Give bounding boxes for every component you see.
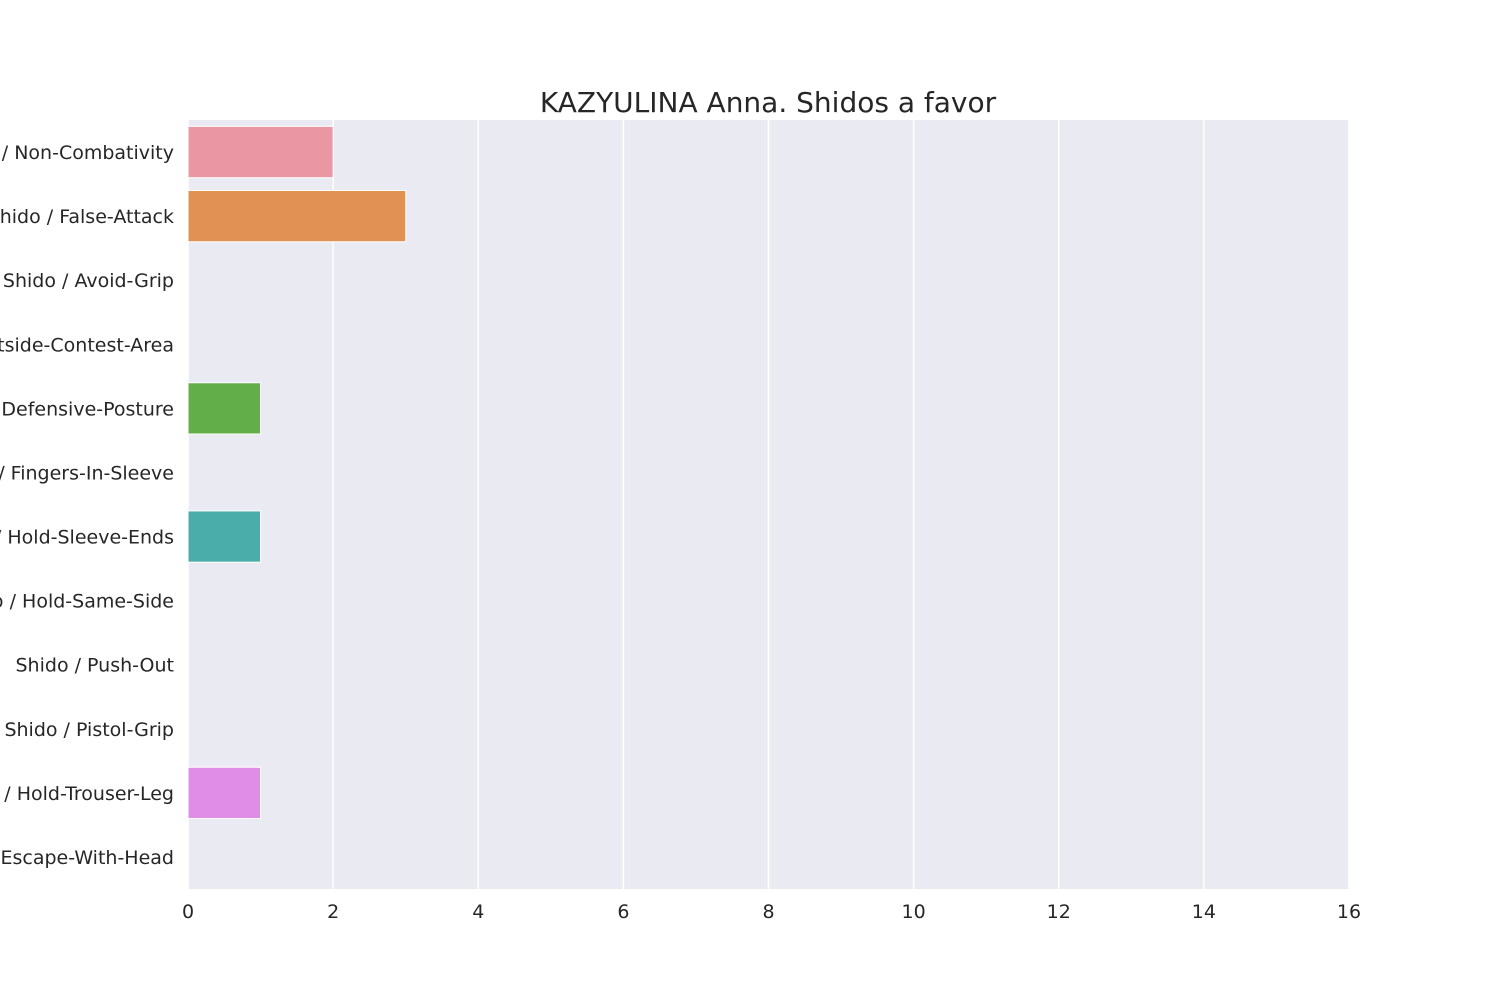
- y-tick-label: Shido / False-Attack: [0, 206, 174, 228]
- y-tick-label: Shido / Avoid-Grip: [3, 270, 174, 292]
- chart-title: KAZYULINA Anna. Shidos a favor: [540, 86, 997, 119]
- y-tick-labels: Shido / Non-Combativity Shido / False-Att…: [0, 142, 174, 869]
- bar: [187, 189, 407, 243]
- y-tick-label: Shido / Pistol-Grip: [4, 719, 174, 741]
- grid-lines: [187, 120, 1350, 889]
- bar: [187, 125, 334, 179]
- bar: [187, 766, 262, 820]
- x-tick-label: 8: [762, 901, 774, 923]
- x-tick-labels: 0 2 4 6 8 10 12 14 16: [182, 901, 1361, 923]
- y-tick-label: Shido / Push-Out: [16, 655, 175, 677]
- y-tick-label: Shido / Escape-With-Head: [0, 847, 174, 869]
- y-tick-label: Shido / Outside-Contest-Area: [0, 334, 174, 356]
- x-tick-label: 2: [327, 901, 339, 923]
- y-tick-label: Shido / Fingers-In-Sleeve: [0, 462, 174, 484]
- x-tick-label: 4: [472, 901, 484, 923]
- y-tick-label: Shido / Defensive-Posture: [0, 398, 174, 420]
- y-tick-label: Shido / Hold-Same-Side: [0, 591, 174, 613]
- x-tick-label: 6: [617, 901, 629, 923]
- bar: [187, 510, 262, 563]
- x-tick-label: 0: [182, 901, 194, 923]
- x-tick-label: 14: [1192, 901, 1216, 923]
- x-tick-label: 16: [1337, 901, 1361, 923]
- x-tick-label: 10: [902, 901, 926, 923]
- y-tick-label: Shido / Non-Combativity: [0, 142, 174, 164]
- y-tick-label: Shido / Hold-Sleeve-Ends: [0, 527, 174, 549]
- bars: [187, 125, 407, 820]
- x-tick-label: 12: [1047, 901, 1071, 923]
- bar: [187, 382, 262, 435]
- y-tick-label: Shido / Hold-Trouser-Leg: [0, 783, 174, 805]
